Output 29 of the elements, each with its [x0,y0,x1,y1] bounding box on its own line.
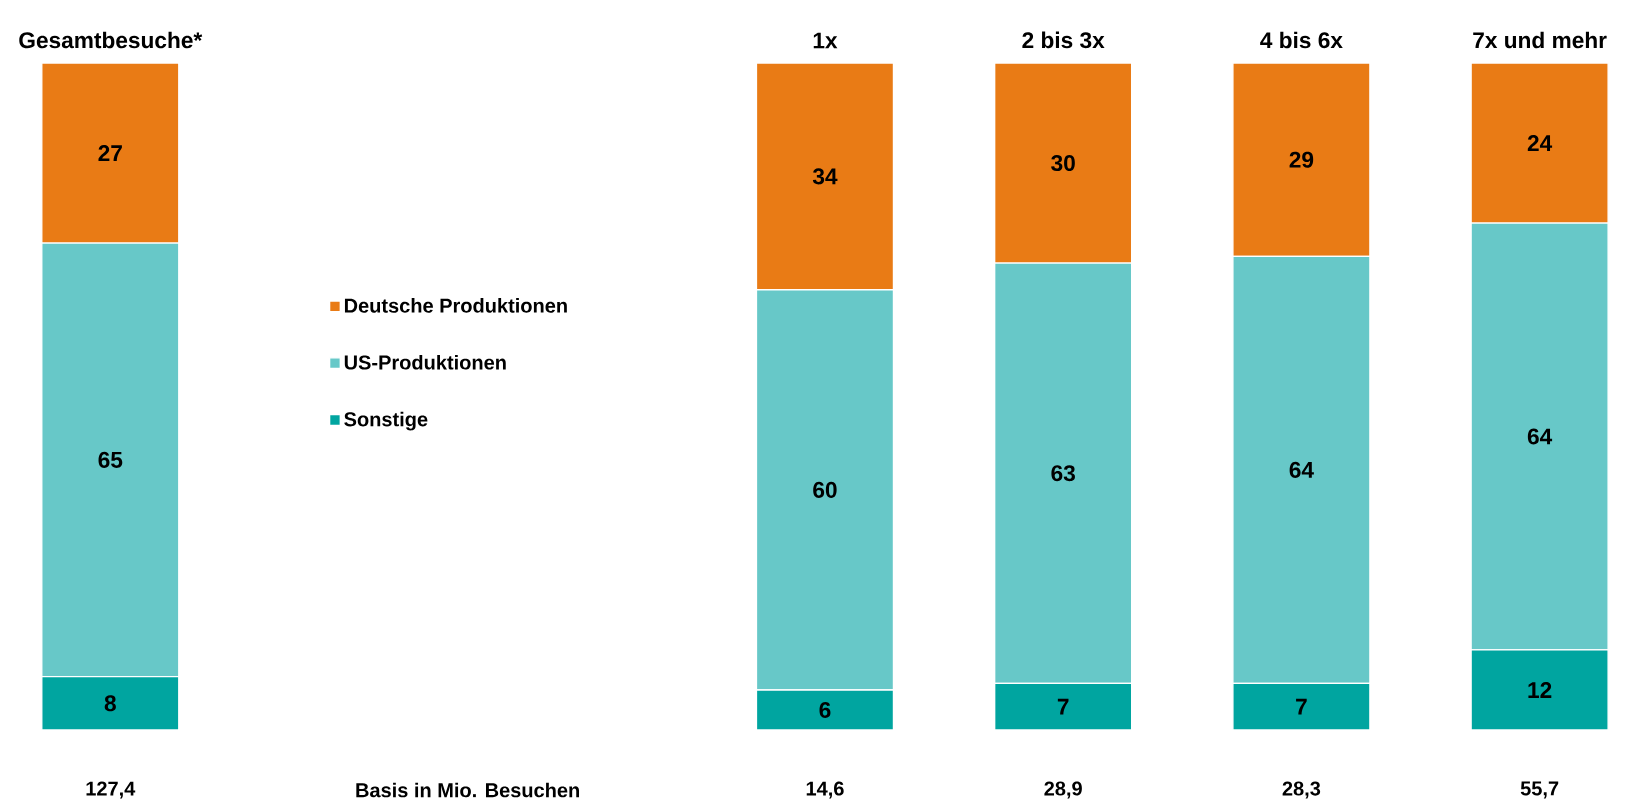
data-label: 27 [98,145,122,161]
data-label: 29 [1289,151,1314,168]
data-label: 34 [812,168,838,185]
text: Basis in Mio. Besuchen [356,782,579,798]
data-label: 7 [1296,698,1307,715]
data-label: 63 [1051,465,1075,482]
x-tick-label: 1x [813,32,838,49]
data-label: 24 [1527,135,1553,151]
legend-label: Sonstige [344,411,428,431]
data-label: 8 [104,695,116,712]
data-label: 64 [1527,428,1553,445]
legend-label: US-Produktionen [344,354,506,370]
x-tick-label: 7x und mehr [1473,31,1607,49]
data-label: 60 [813,481,837,498]
x-tick-label: 4 bis 6x [1260,31,1343,49]
data-label: 30 [1051,154,1075,172]
text: 14,6 [806,781,844,799]
x-tick-label: Gesamtbesuche* [19,31,203,49]
data-label: 64 [1289,461,1314,478]
data-label: 6 [819,701,831,719]
legend-label: Deutsche Produktionen [344,298,567,313]
data-label: 7 [1057,698,1069,715]
data-label: 65 [98,451,123,468]
text: 28,9 [1044,781,1082,799]
text: 127,4 [86,781,136,799]
text: 28,3 [1282,781,1321,799]
data-label: 12 [1528,682,1552,698]
text: 55,7 [1520,781,1559,799]
x-tick-label: 2 bis 3x [1022,31,1105,49]
